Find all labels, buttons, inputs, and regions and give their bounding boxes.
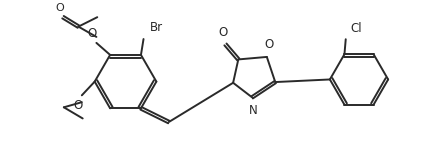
Text: O: O [87,27,96,40]
Text: O: O [73,99,82,112]
Text: Cl: Cl [350,22,362,35]
Text: O: O [218,26,227,39]
Text: O: O [263,37,273,51]
Text: O: O [55,3,64,13]
Text: Br: Br [149,21,162,34]
Text: N: N [248,104,257,117]
